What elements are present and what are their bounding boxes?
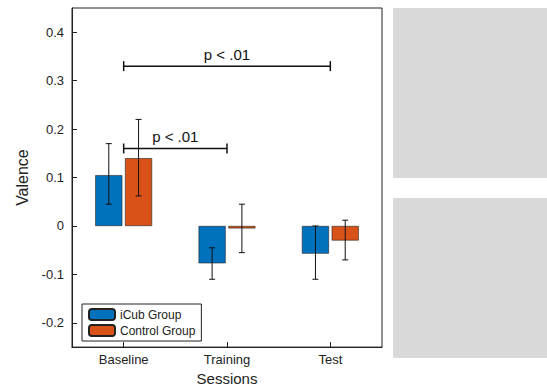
svg-text:-0.1: -0.1 (42, 267, 64, 282)
svg-text:Test: Test (318, 352, 342, 367)
svg-text:0.1: 0.1 (46, 170, 64, 185)
svg-text:0: 0 (57, 218, 64, 233)
svg-text:p < .01: p < .01 (152, 128, 198, 145)
svg-text:iCub Group: iCub Group (120, 308, 182, 322)
svg-text:-0.2: -0.2 (42, 315, 64, 330)
svg-text:Control Group: Control Group (120, 324, 196, 338)
svg-text:Sessions: Sessions (197, 370, 258, 387)
svg-text:Training: Training (204, 352, 250, 367)
svg-text:0.4: 0.4 (46, 25, 64, 40)
svg-text:0.2: 0.2 (46, 122, 64, 137)
svg-text:Valence: Valence (14, 149, 31, 206)
svg-text:p < .01: p < .01 (204, 46, 250, 63)
svg-text:0.3: 0.3 (46, 73, 64, 88)
svg-text:Baseline: Baseline (99, 352, 149, 367)
